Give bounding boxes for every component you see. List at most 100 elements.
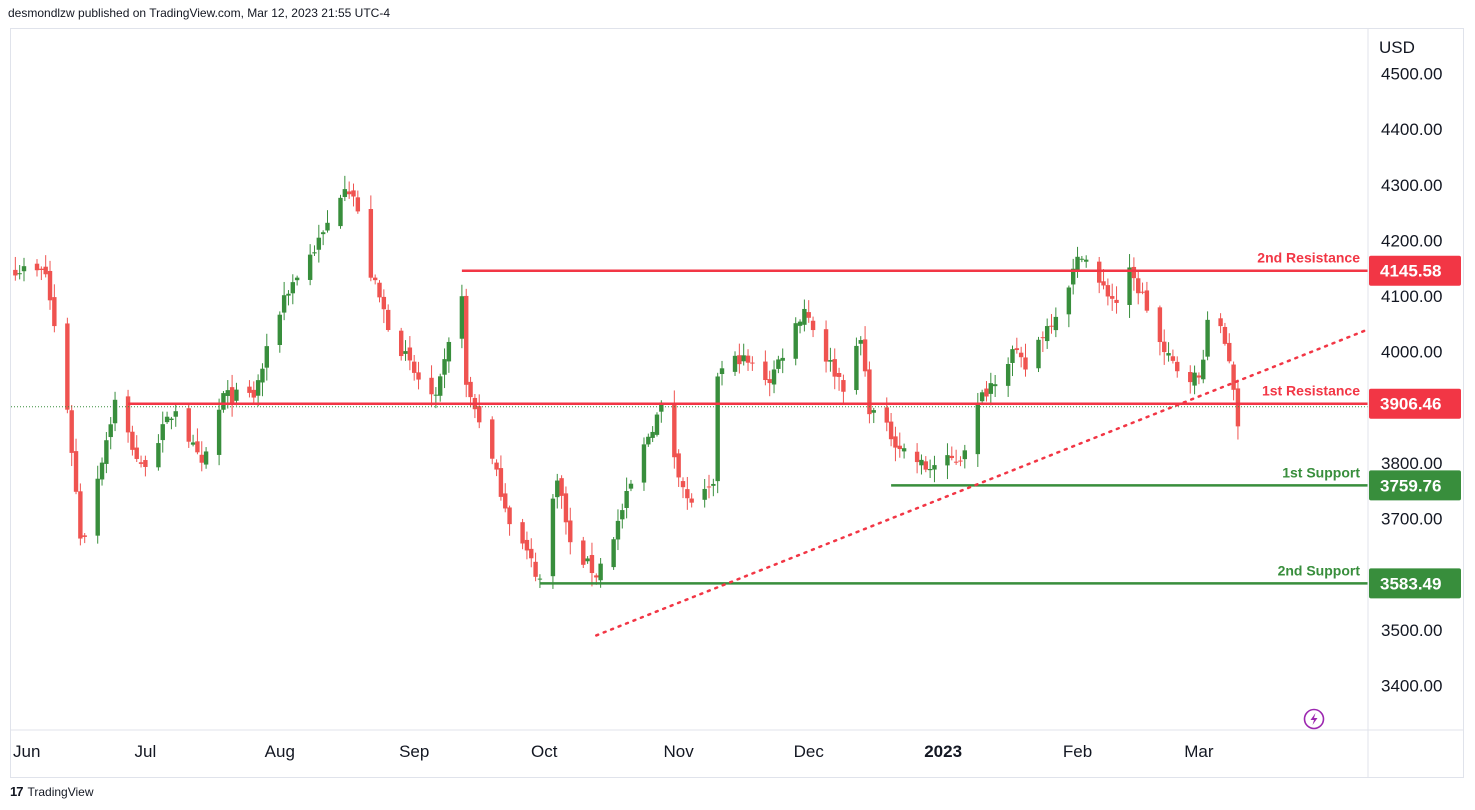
candle bbox=[585, 556, 590, 564]
trendline[interactable] bbox=[595, 328, 1370, 637]
candle bbox=[563, 486, 569, 535]
level-lines: 2nd Resistance 1st Resistance 1st Support 2… bbox=[11, 250, 1368, 585]
candle bbox=[927, 459, 933, 479]
candle bbox=[507, 505, 512, 536]
candle bbox=[438, 373, 443, 402]
candle bbox=[264, 333, 269, 381]
candle bbox=[47, 260, 53, 310]
price-tick-label: 3400.00 bbox=[1381, 676, 1442, 695]
candle bbox=[173, 403, 178, 427]
candle bbox=[841, 374, 846, 404]
candle bbox=[750, 356, 755, 371]
candle bbox=[741, 343, 746, 366]
candle bbox=[464, 288, 469, 398]
lightning-icon[interactable] bbox=[1303, 708, 1325, 730]
candle bbox=[468, 376, 473, 408]
candle bbox=[828, 347, 833, 372]
tradingview-logo-icon: 17 bbox=[10, 784, 24, 799]
candle bbox=[1222, 322, 1228, 346]
candle bbox=[711, 478, 716, 497]
candle bbox=[932, 455, 937, 483]
candle bbox=[1023, 343, 1028, 377]
candlestick-series bbox=[13, 175, 1241, 589]
candle bbox=[550, 494, 556, 589]
candle bbox=[346, 181, 352, 199]
candle bbox=[130, 425, 135, 456]
candle bbox=[568, 507, 573, 555]
candle bbox=[776, 355, 781, 374]
footer-brand: TradingView bbox=[27, 784, 94, 799]
month-tick-label: Mar bbox=[1184, 742, 1214, 761]
candle bbox=[398, 327, 404, 361]
candle bbox=[69, 404, 74, 467]
candle bbox=[555, 473, 560, 509]
candle bbox=[672, 390, 677, 469]
candle bbox=[706, 474, 712, 499]
candle bbox=[65, 317, 70, 414]
month-tick-label: Jun bbox=[13, 742, 40, 761]
candle bbox=[381, 289, 387, 324]
candle bbox=[13, 256, 18, 281]
level-label: 1st Support bbox=[1282, 464, 1360, 480]
candle bbox=[459, 284, 465, 349]
candle bbox=[377, 280, 382, 303]
candle bbox=[1005, 357, 1011, 397]
price-chart[interactable]: 2nd Resistance 1st Resistance 1st Support 2… bbox=[11, 29, 1463, 777]
candle bbox=[992, 374, 998, 397]
candle bbox=[229, 374, 235, 417]
price-tick-label: 3800.00 bbox=[1381, 454, 1442, 473]
candle bbox=[1044, 318, 1050, 349]
candle bbox=[1010, 345, 1015, 377]
price-tag: 3906.46 bbox=[1369, 388, 1461, 419]
candle bbox=[1110, 283, 1115, 311]
candle bbox=[1053, 307, 1059, 338]
candle bbox=[186, 403, 191, 448]
price-tick-label: 4200.00 bbox=[1381, 231, 1442, 250]
candle bbox=[1235, 379, 1241, 440]
candle bbox=[294, 275, 300, 286]
candle bbox=[416, 361, 421, 390]
month-tick-label: Dec bbox=[794, 742, 825, 761]
candle bbox=[290, 274, 296, 305]
level-label: 1st Resistance bbox=[1262, 383, 1360, 399]
candle bbox=[1105, 278, 1111, 306]
level-label: 2nd Resistance bbox=[1257, 250, 1360, 266]
chart-frame[interactable]: 2nd Resistance 1st Resistance 1st Support 2… bbox=[10, 28, 1464, 778]
candle bbox=[953, 449, 959, 465]
candle bbox=[385, 304, 391, 332]
candle bbox=[446, 337, 452, 373]
candle bbox=[95, 465, 100, 544]
candle bbox=[82, 533, 87, 544]
candle bbox=[810, 316, 816, 338]
candle bbox=[1157, 305, 1163, 356]
price-tick-label: 4100.00 bbox=[1381, 287, 1442, 306]
candle bbox=[34, 259, 40, 277]
candle bbox=[403, 340, 408, 361]
price-tick-label: 3500.00 bbox=[1381, 621, 1442, 640]
candle bbox=[641, 437, 647, 491]
price-tick-label: 4500.00 bbox=[1381, 65, 1442, 84]
candle bbox=[164, 411, 170, 424]
candle bbox=[901, 443, 907, 459]
candle bbox=[1036, 336, 1041, 373]
price-tag: 3759.76 bbox=[1369, 470, 1461, 501]
candle bbox=[355, 190, 361, 214]
time-axis: Jun Jul Aug Sep Oct Nov Dec 2023 Feb Mar bbox=[13, 742, 1214, 761]
candle bbox=[897, 432, 902, 458]
candle bbox=[858, 336, 863, 356]
candle bbox=[836, 367, 842, 391]
candle bbox=[620, 503, 625, 529]
candle bbox=[316, 224, 322, 263]
candle bbox=[1231, 361, 1236, 401]
month-tick-label: Sep bbox=[399, 742, 429, 761]
candle bbox=[247, 380, 252, 398]
candle bbox=[654, 412, 660, 437]
candle bbox=[169, 416, 174, 430]
candle bbox=[1188, 365, 1193, 394]
candle bbox=[715, 372, 720, 494]
candle bbox=[143, 455, 148, 477]
month-tick-label: Aug bbox=[265, 742, 295, 761]
candle bbox=[195, 428, 200, 455]
candle bbox=[442, 348, 447, 389]
candle bbox=[190, 434, 196, 447]
